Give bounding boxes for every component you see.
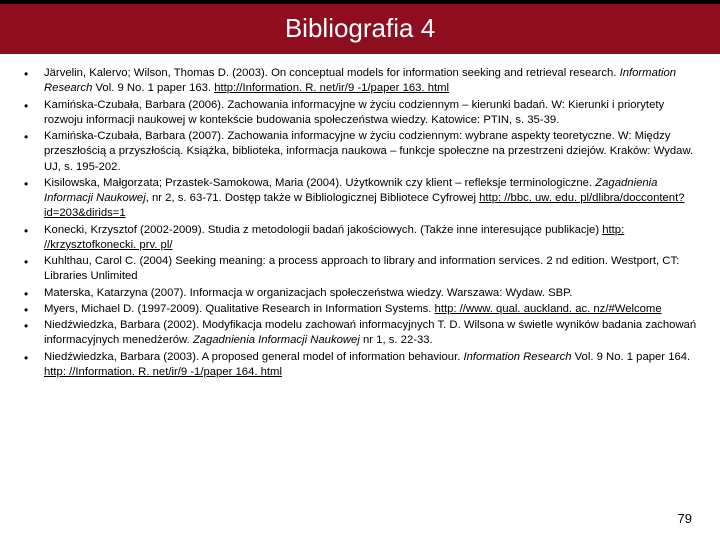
bibliography-list: Järvelin, Kalervo; Wilson, Thomas D. (20… — [20, 66, 700, 380]
bibliography-item: Konecki, Krzysztof (2002-2009). Studia z… — [20, 223, 700, 254]
bibliography-item: Materska, Katarzyna (2007). Informacja w… — [20, 286, 700, 301]
bibliography-item: Myers, Michael D. (1997-2009). Qualitati… — [20, 302, 700, 317]
slide-header: Bibliografia 4 — [0, 0, 720, 54]
entry-text: Vol. 9 No. 1 paper 164. — [572, 351, 691, 363]
entry-text: Niedźwiedzka, Barbara (2003). A proposed… — [44, 351, 464, 363]
entry-text: Kamińska-Czubała, Barbara (2006). Zachow… — [44, 99, 664, 126]
entry-text: , nr 2, s. 63-71. Dostęp także w Bibliol… — [146, 192, 479, 204]
bibliography-item: Järvelin, Kalervo; Wilson, Thomas D. (20… — [20, 66, 700, 97]
bibliography-item: Kamińska-Czubała, Barbara (2007). Zachow… — [20, 129, 700, 175]
entry-text: Kuhlthau, Carol C. (2004) Seeking meanin… — [44, 255, 679, 282]
entry-text: nr 1, s. 22-33. — [360, 334, 433, 346]
entry-link[interactable]: http: //Information. R. net/ir/9 -1/pape… — [44, 366, 282, 378]
bibliography-item: Kisilowska, Małgorzata; Przastek-Samokow… — [20, 176, 700, 222]
entry-text: Kamińska-Czubała, Barbara (2007). Zachow… — [44, 130, 693, 173]
bibliography-item: Kuhlthau, Carol C. (2004) Seeking meanin… — [20, 254, 700, 285]
bibliography-item: Kamińska-Czubała, Barbara (2006). Zachow… — [20, 98, 700, 129]
entry-journal: Zagadnienia Informacji Naukowej — [193, 334, 360, 346]
slide-title: Bibliografia 4 — [285, 13, 435, 43]
entry-text: Materska, Katarzyna (2007). Informacja w… — [44, 287, 572, 299]
entry-text: Kisilowska, Małgorzata; Przastek-Samokow… — [44, 177, 595, 189]
entry-journal: Information Research — [464, 351, 572, 363]
entry-text: Konecki, Krzysztof (2002-2009). Studia z… — [44, 224, 602, 236]
entry-text: Vol. 9 No. 1 paper 163. — [92, 82, 214, 94]
entry-text: Myers, Michael D. (1997-2009). Qualitati… — [44, 303, 435, 315]
entry-link[interactable]: http://Information. R. net/ir/9 -1/paper… — [214, 82, 449, 94]
entry-link[interactable]: http: //www. qual. auckland. ac. nz/#Wel… — [435, 303, 662, 315]
slide-content: Järvelin, Kalervo; Wilson, Thomas D. (20… — [0, 54, 720, 380]
bibliography-item: Niedźwiedzka, Barbara (2003). A proposed… — [20, 350, 700, 381]
entry-text: Järvelin, Kalervo; Wilson, Thomas D. (20… — [44, 67, 620, 79]
page-number: 79 — [678, 511, 692, 526]
bibliography-item: Niedźwiedzka, Barbara (2002). Modyfikacj… — [20, 318, 700, 349]
